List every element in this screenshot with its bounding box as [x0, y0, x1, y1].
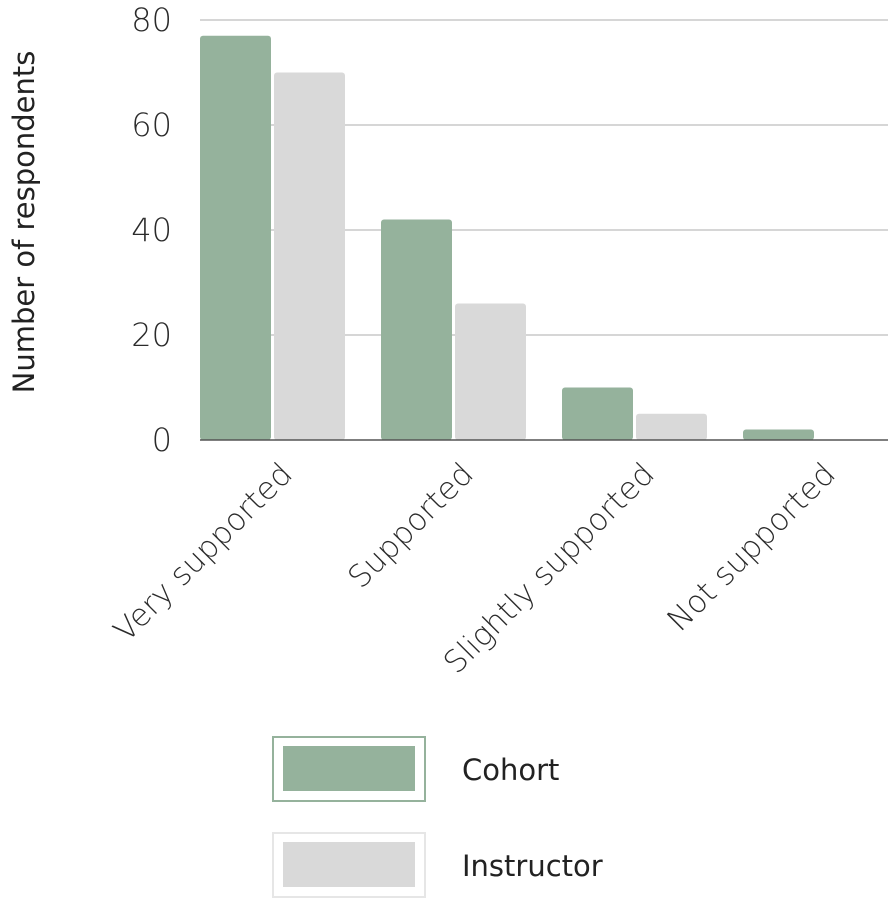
bar-instructor-2	[455, 303, 526, 440]
legend-label-instructor: Instructor	[462, 849, 603, 883]
bar-instructor-1	[274, 72, 345, 440]
x-tick-label-4: Not supported	[660, 456, 842, 638]
y-axis-title: Number of respondents	[7, 51, 41, 394]
y-tick-label-60: 60	[131, 106, 172, 144]
bars	[200, 35, 814, 440]
y-tick-label-80: 80	[131, 1, 172, 39]
legend-swatch-instructor	[283, 842, 415, 887]
bar-cohort-4	[743, 429, 814, 440]
y-tick-label-40: 40	[131, 211, 172, 249]
legend-label-cohort: Cohort	[462, 753, 559, 787]
x-tick-label-2: Supported	[341, 456, 481, 596]
legend-swatch-cohort	[283, 746, 415, 791]
legend: Cohort Instructor	[272, 736, 603, 898]
x-tick-label-1: Very supported	[107, 456, 300, 649]
y-tick-label-20: 20	[131, 316, 172, 354]
y-tick-label-0: 0	[152, 421, 172, 459]
bar-instructor-3	[636, 413, 707, 440]
bar-cohort-1	[200, 35, 271, 440]
bar-cohort-2	[381, 219, 452, 440]
bar-cohort-3	[562, 387, 633, 440]
y-axis-ticks: 0 20 40 60 80	[131, 1, 172, 459]
